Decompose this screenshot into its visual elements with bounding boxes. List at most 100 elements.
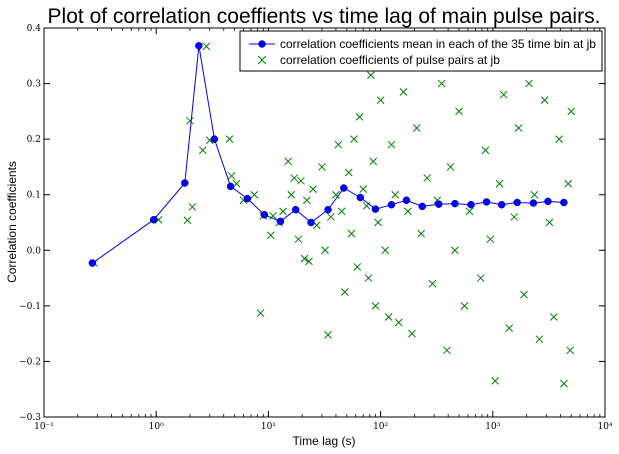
scatter-point: [520, 290, 528, 299]
scatter-point: [318, 163, 326, 171]
chart-title: Plot of correlation coeffients vs time l…: [48, 5, 601, 28]
mean-point: [243, 194, 252, 203]
scatter-point: [545, 218, 554, 227]
plot-area: [43, 27, 606, 418]
x-tick-label: 10²: [373, 422, 388, 432]
scatter-point: [549, 313, 558, 321]
mean-point: [356, 193, 365, 202]
scatter-point: [188, 203, 197, 211]
x-tick-label: 10¹: [261, 422, 276, 432]
mean-point: [451, 199, 459, 208]
mean-point: [324, 205, 332, 214]
scatter-point: [332, 190, 340, 199]
scatter-point: [491, 377, 500, 385]
scatter-point: [347, 229, 356, 238]
scatter-point: [355, 113, 364, 121]
scatter-point: [495, 179, 504, 188]
scatter-point: [183, 216, 192, 225]
scatter-point: [279, 207, 287, 216]
x-tick-label: 10⁻¹: [34, 422, 54, 432]
mean-point: [149, 215, 158, 224]
scatter-point: [404, 207, 412, 216]
mean-point: [181, 179, 189, 187]
mean-point: [529, 199, 538, 207]
scatter-point: [481, 146, 490, 155]
scatter-point: [374, 218, 382, 227]
data-layer: [88, 42, 576, 388]
scatter-point: [202, 42, 211, 51]
mean-point: [371, 205, 380, 213]
x-tick-label: 10⁰: [149, 422, 164, 432]
scatter-point: [340, 288, 349, 296]
y-tick-label: 0.0: [27, 246, 42, 256]
y-tick-label: 0.1: [27, 191, 41, 201]
scatter-point: [344, 168, 353, 177]
scatter-point: [408, 329, 416, 338]
legend-box: [239, 30, 603, 72]
scatter-point: [437, 79, 446, 88]
scatter-point: [428, 279, 437, 288]
scatter-point: [256, 309, 265, 317]
scatter-point: [555, 135, 563, 143]
scatter-point: [309, 185, 317, 194]
scatter-point: [443, 346, 451, 355]
scatter-point: [540, 96, 549, 105]
scatter-point: [387, 140, 396, 149]
mean-point: [435, 200, 443, 208]
scatter-point: [284, 157, 293, 166]
scatter-point: [451, 246, 459, 255]
y-tick-label: 0.2: [27, 135, 41, 145]
scatter-point: [324, 330, 332, 339]
scatter-point: [294, 235, 303, 244]
scatter-point: [560, 379, 568, 388]
scatter-point: [287, 190, 296, 199]
scatter-point: [326, 213, 335, 221]
scatter-point: [446, 163, 455, 171]
y-axis-label: Correlation coefficients: [5, 161, 19, 283]
scatter-point: [297, 176, 305, 185]
scatter-point: [412, 124, 421, 132]
legend-label-mean: correlation coefficients mean in each of…: [280, 37, 596, 51]
mean-point: [226, 182, 235, 191]
scatter-point: [334, 140, 343, 149]
scatter-point: [369, 157, 378, 166]
scatter-point: [186, 116, 194, 125]
scatter-point: [530, 190, 539, 199]
scatter-point: [266, 231, 275, 240]
scatter-point: [510, 213, 519, 221]
scatter-point: [423, 174, 432, 182]
scatter-point: [367, 71, 375, 80]
scatter-point: [567, 107, 576, 116]
scatter-point: [350, 135, 358, 143]
scatter-point: [394, 318, 403, 327]
y-tick-label: 0.3: [27, 80, 42, 90]
scatter-point: [225, 135, 234, 143]
scatter-point: [300, 254, 309, 263]
y-tick-label: 0.4: [27, 24, 42, 34]
legend-x-marker: [257, 55, 267, 65]
y-tick-label: −0.1: [19, 302, 41, 312]
scatter-point: [564, 179, 573, 188]
scatter-point: [535, 335, 544, 344]
mean-point: [260, 210, 269, 219]
scatter-point: [499, 90, 508, 99]
scatter-point: [250, 190, 259, 199]
legend: correlation coefficients mean in each of…: [239, 30, 603, 72]
scatter-point: [305, 257, 313, 266]
y-tick-label: −0.3: [19, 413, 41, 423]
scatter-point: [227, 171, 236, 180]
scatter-point: [376, 96, 385, 105]
scatter-point: [476, 274, 485, 282]
mean-point: [276, 217, 285, 226]
scatter-point: [399, 88, 408, 96]
scatter-point: [384, 313, 393, 321]
scatter-point: [505, 324, 514, 332]
mean-point: [195, 42, 203, 50]
mean-point: [497, 200, 506, 209]
mean-point: [340, 184, 348, 192]
mean-point: [387, 200, 396, 209]
mean-point: [544, 197, 552, 206]
scatter-point: [460, 302, 469, 310]
scatter-point: [486, 235, 495, 244]
